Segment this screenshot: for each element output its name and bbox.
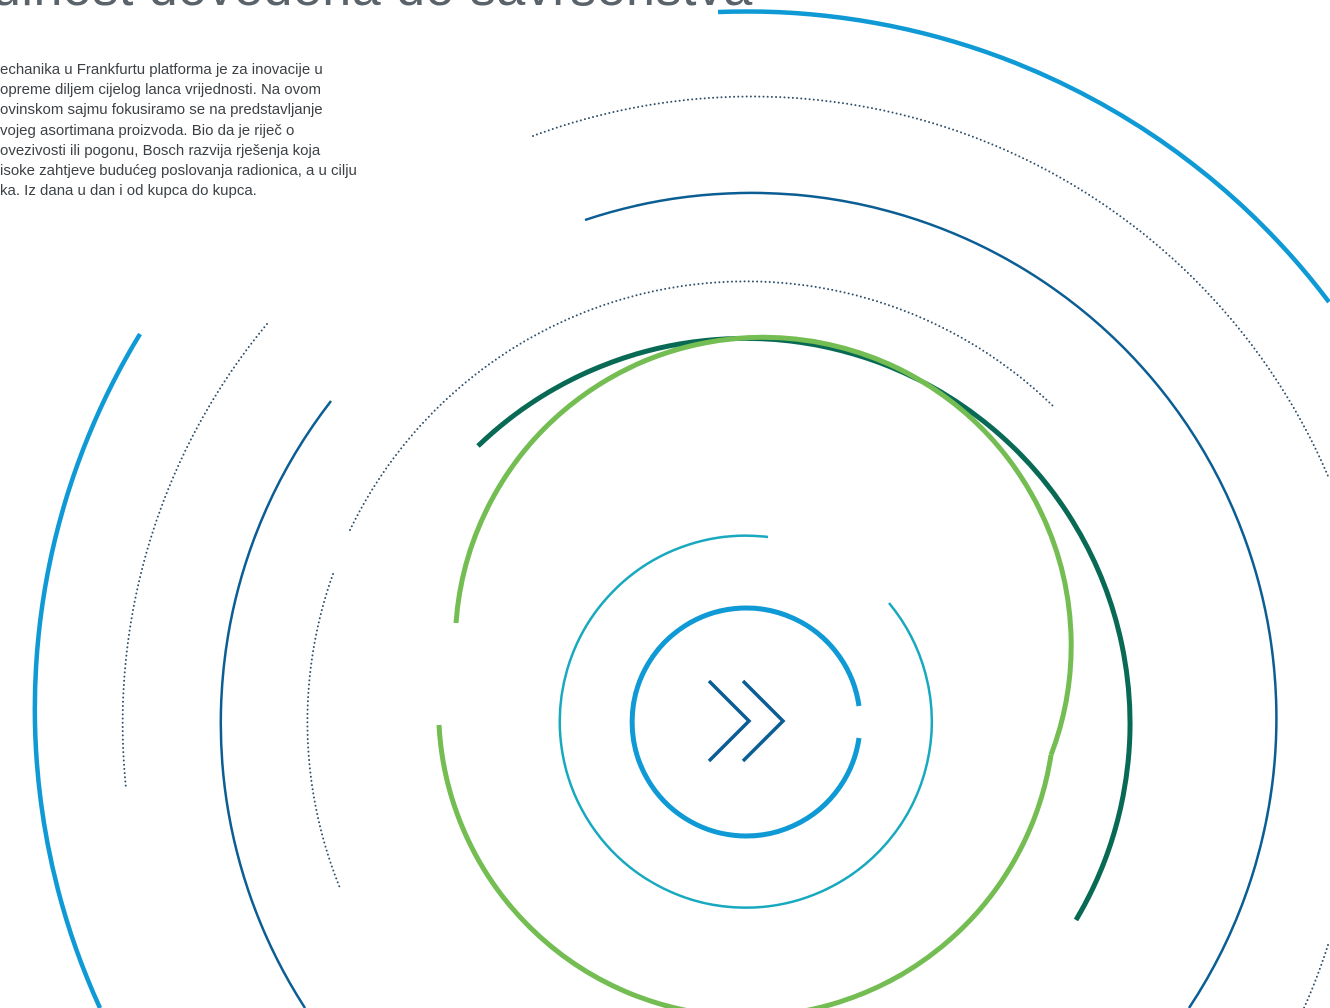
ring-dark-blue-left: [219, 400, 332, 1008]
intro-text: echanika u Frankfurtu platforma je za in…: [0, 60, 478, 201]
intro-line: vojeg asortimana proizvoda. Bio da je ri…: [0, 121, 295, 139]
ring-light-green-bottom: [436, 724, 1054, 1008]
ring-inner-dotted-left: [306, 573, 341, 889]
ring-dark-green: [476, 335, 1133, 922]
center-ring: [629, 605, 862, 839]
ring-dark-blue-top: [584, 191, 1278, 1008]
intro-line: ovezivosti ili pogonu, Bosch razvija rje…: [0, 141, 321, 159]
ring-turquoise: [558, 534, 933, 909]
ring-inner-dotted-top: [349, 280, 1055, 531]
next-button[interactable]: [629, 605, 862, 839]
ring-outer-light-blue-top: [717, 9, 1330, 304]
intro-line: opreme diljem cijelog lanca vrijednosti.…: [0, 81, 321, 99]
intro-line: ovinskom sajmu fokusiramo se na predstav…: [0, 101, 323, 119]
intro-line: isoke zahtjeve budućeg poslovanja radion…: [0, 162, 357, 180]
ring-outer-light-blue-left: [32, 332, 142, 1008]
page-title: ulnost dovedena do savršenstva: [0, 0, 753, 18]
ring-outer-dotted: [532, 95, 1329, 477]
ring-outer-dotted-bottom-right: [1303, 944, 1329, 1008]
ring-light-green-top: [453, 334, 1074, 756]
intro-line: echanika u Frankfurtu platforma je za in…: [0, 61, 323, 78]
intro-line: ka. Iz dana u dan i od kupca do kupca.: [0, 182, 257, 200]
ring-outer-dotted-left: [121, 323, 268, 789]
double-chevron-right-icon: [707, 679, 786, 763]
